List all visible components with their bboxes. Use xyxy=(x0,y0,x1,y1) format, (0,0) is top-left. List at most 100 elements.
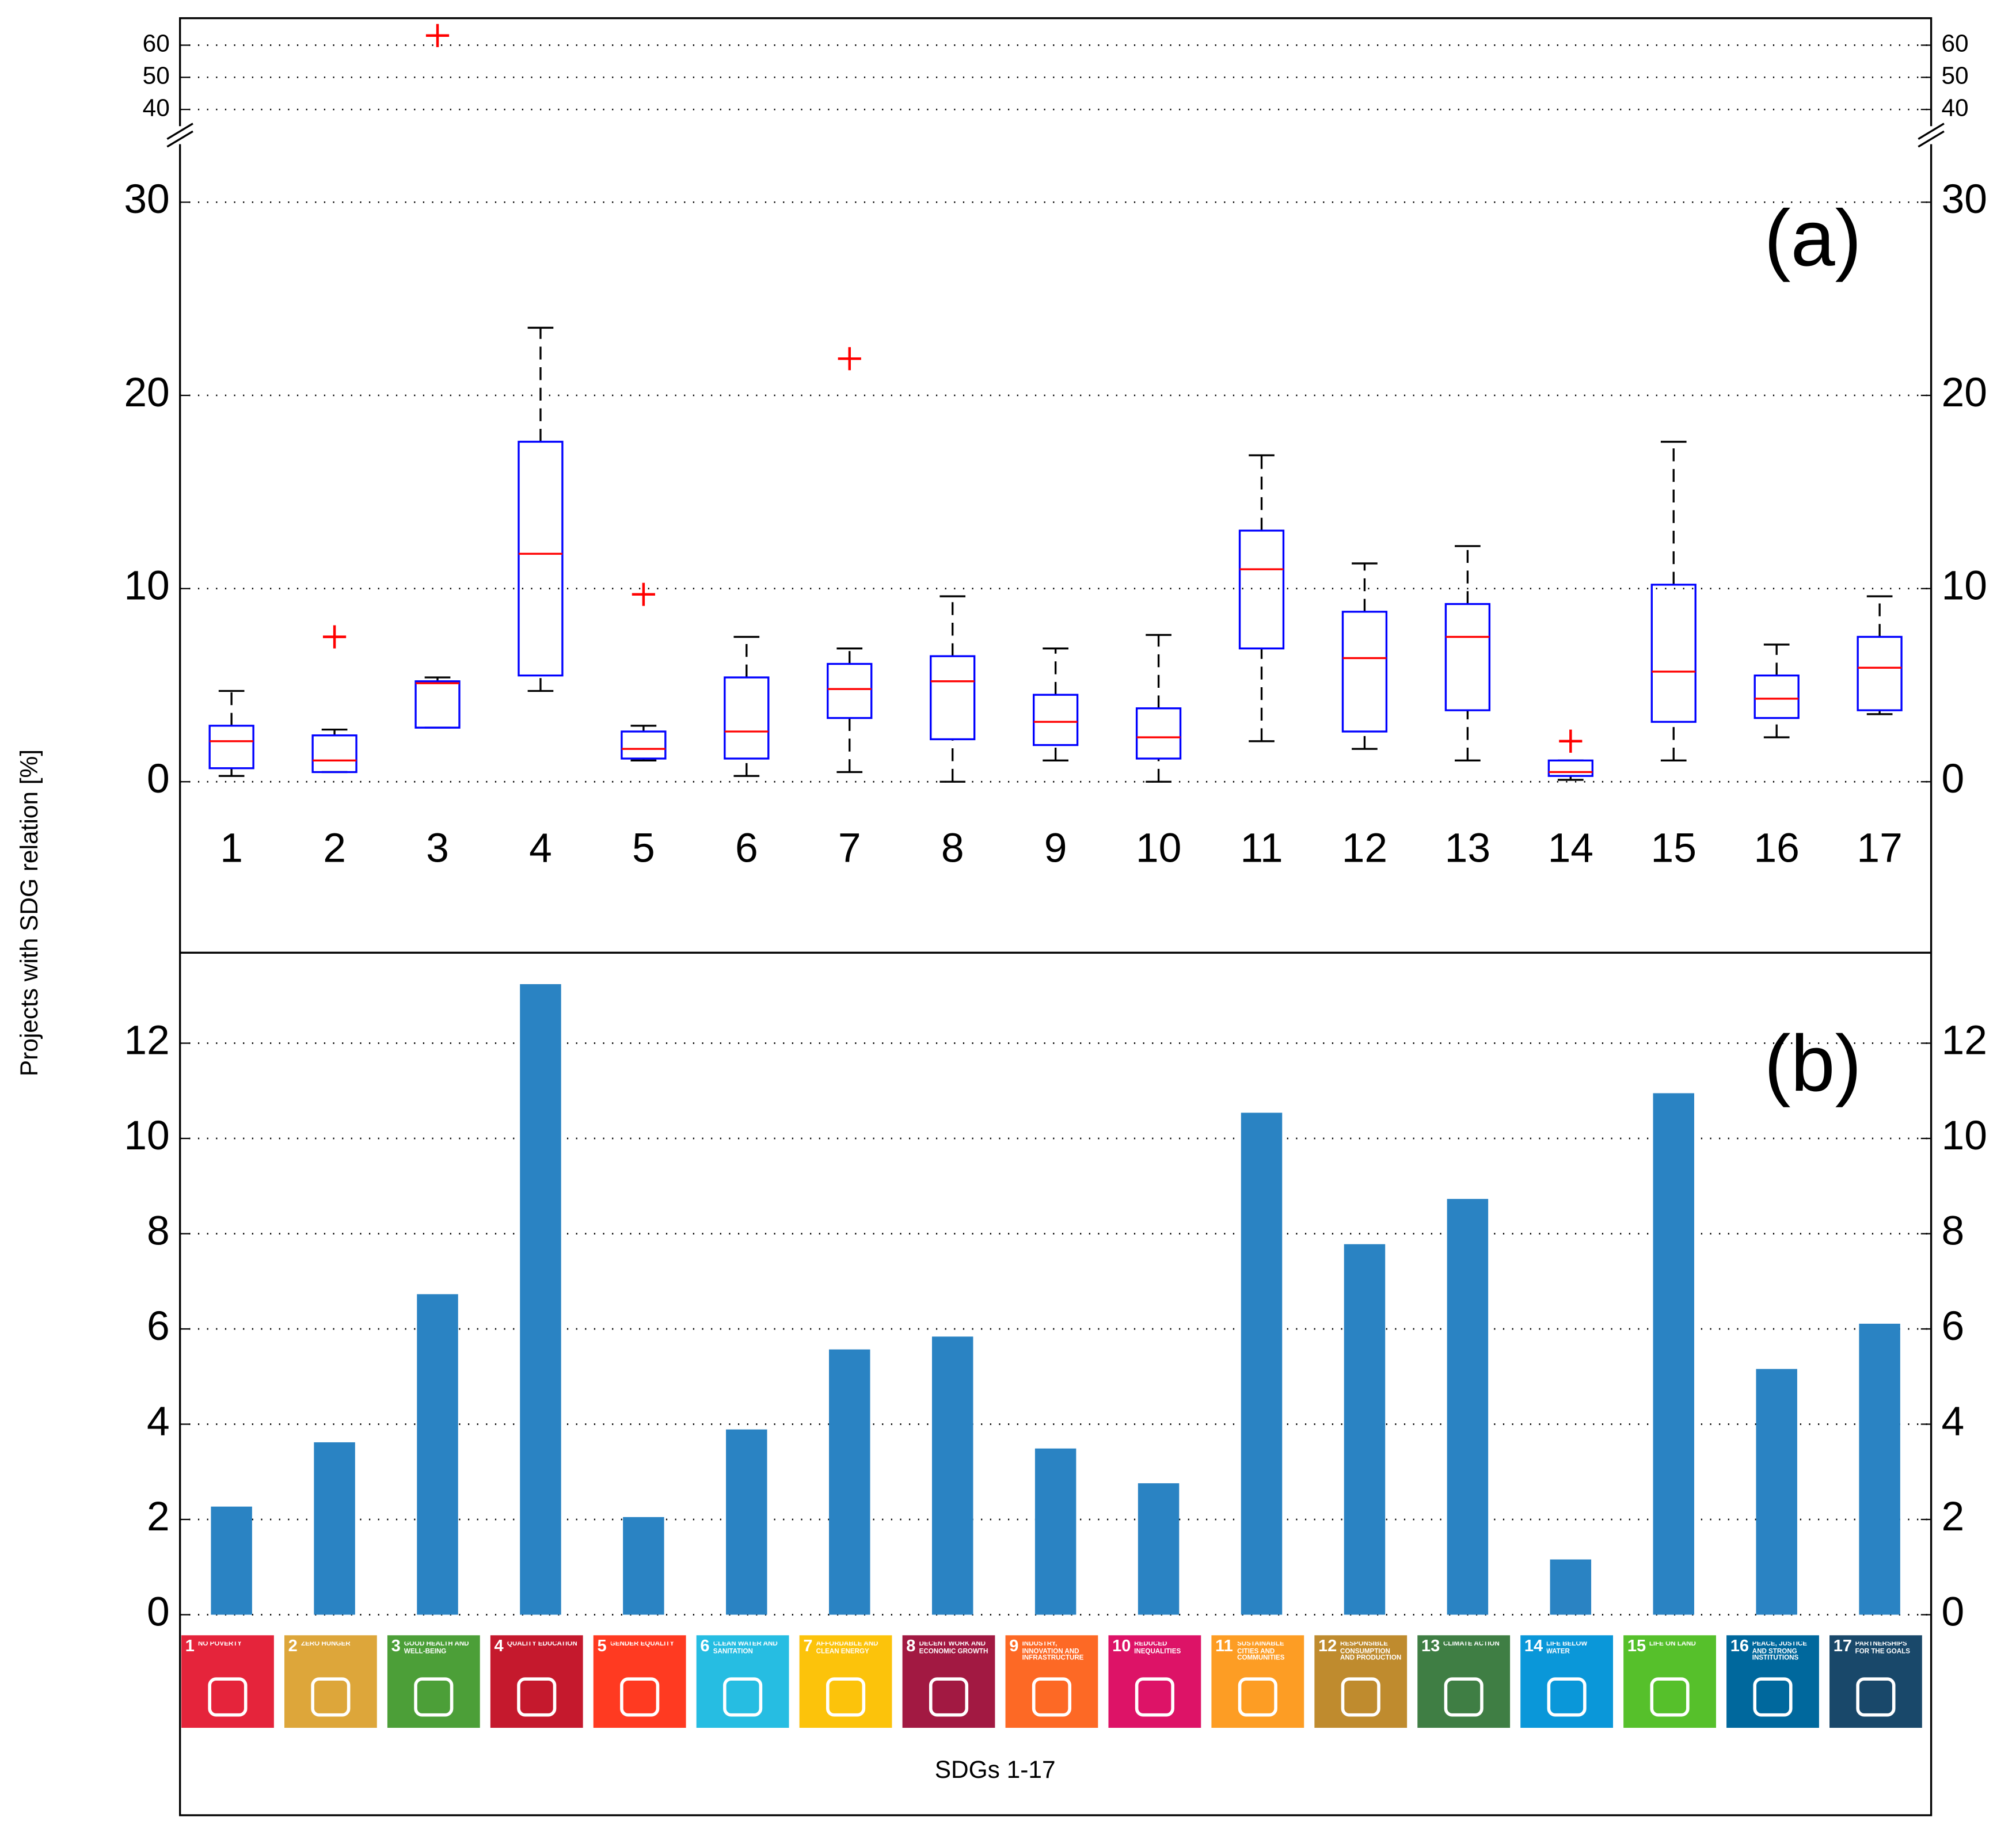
sdg-tile xyxy=(902,1635,995,1728)
box xyxy=(1753,674,1800,719)
x-tick-label: 5 xyxy=(632,825,655,871)
sdg-label-box: DECENT WORK AND ECONOMIC GROWTH xyxy=(919,1641,988,1656)
box xyxy=(724,676,770,760)
y-tick-label-right: 30 xyxy=(1941,176,1987,222)
sdg-label: QUALITY EDUCATION xyxy=(507,1641,577,1648)
panel-label: (b) xyxy=(1764,1019,1862,1108)
sdg-label-box: RESPONSIBLE CONSUMPTION AND PRODUCTION xyxy=(1340,1641,1401,1662)
sdg-label-box: CLIMATE ACTION xyxy=(1443,1641,1500,1648)
sdg-number: 12 xyxy=(1318,1637,1337,1655)
box xyxy=(1547,759,1593,777)
outlier xyxy=(322,625,347,649)
sdg-number: 10 xyxy=(1112,1637,1131,1655)
sdg-tile xyxy=(1417,1635,1511,1728)
y-tick-label: 20 xyxy=(124,370,169,416)
box xyxy=(1032,694,1079,746)
y-axis-label: Projects with SDG relation [%] xyxy=(16,749,43,1076)
sdg-number: 4 xyxy=(495,1637,504,1655)
sdg-pictogram xyxy=(826,1677,866,1717)
sdg-label-box: AFFORDABLE AND CLEAN ENERGY xyxy=(816,1641,878,1655)
sdg-label-box: PARTNERSHIPS FOR THE GOALS xyxy=(1855,1641,1910,1656)
sdg-label: LIFE ON LAND xyxy=(1649,1641,1696,1648)
sdg-label-box: GENDER EQUALITY xyxy=(610,1641,675,1648)
sdg-label: CLIMATE ACTION xyxy=(1443,1641,1500,1648)
axis-break xyxy=(166,123,193,148)
y-tick-label-right: 12 xyxy=(1941,1017,1987,1063)
sdg-tile xyxy=(1108,1635,1201,1728)
sdg-label: GENDER EQUALITY xyxy=(610,1641,675,1648)
y-tick-label-right: 0 xyxy=(1941,756,1964,802)
box xyxy=(311,734,357,774)
sdg-number: 3 xyxy=(391,1637,401,1655)
y-tick-label: 10 xyxy=(124,1113,169,1159)
box xyxy=(930,655,976,741)
bar xyxy=(520,984,561,1615)
y-tick-label-right: 50 xyxy=(1941,62,1968,89)
frame xyxy=(179,17,1933,1816)
sdg-number: 15 xyxy=(1627,1637,1646,1655)
sdg-pictogram xyxy=(1032,1677,1071,1717)
box xyxy=(1135,707,1182,760)
box xyxy=(621,730,667,760)
y-tick-label-right: 8 xyxy=(1941,1208,1964,1254)
sdg-pictogram xyxy=(414,1677,454,1717)
sdg-number: 16 xyxy=(1730,1637,1749,1655)
axis-break xyxy=(1918,123,1945,148)
outlier xyxy=(632,582,655,606)
bar xyxy=(829,1349,870,1615)
sdg-tile xyxy=(1520,1635,1614,1728)
sdg-tile xyxy=(593,1635,686,1728)
sdg-pictogram xyxy=(620,1677,660,1717)
sdg-label-box: REDUCED INEQUALITIES xyxy=(1134,1641,1181,1655)
sdg-tile xyxy=(1211,1635,1304,1728)
bar xyxy=(1138,1483,1180,1615)
y-tick-label-right: 4 xyxy=(1941,1398,1964,1444)
sdg-tile xyxy=(490,1635,583,1728)
x-axis-label: SDGs 1-17 xyxy=(935,1756,1056,1783)
sdg-pictogram xyxy=(1238,1677,1277,1717)
y-tick-label: 2 xyxy=(147,1494,170,1540)
x-tick-label: 8 xyxy=(941,825,964,871)
y-tick-label-right: 60 xyxy=(1941,30,1968,57)
y-tick-label-right: 6 xyxy=(1941,1303,1964,1349)
sdg-pictogram xyxy=(1753,1677,1793,1717)
sdg-tile xyxy=(1005,1635,1098,1728)
x-tick-label: 1 xyxy=(220,825,243,871)
sdg-number: 17 xyxy=(1834,1637,1852,1655)
bar xyxy=(314,1442,355,1615)
x-tick-label: 11 xyxy=(1240,825,1283,871)
x-tick-label: 2 xyxy=(323,825,346,871)
bar xyxy=(1034,1448,1077,1615)
bar xyxy=(1241,1113,1283,1615)
sdg-pictogram xyxy=(1856,1677,1896,1717)
sdg-number: 11 xyxy=(1215,1637,1233,1655)
x-tick-label: 4 xyxy=(529,825,552,871)
outlier xyxy=(425,24,450,47)
bar xyxy=(1653,1093,1694,1615)
bar xyxy=(726,1429,767,1615)
y-tick-label: 60 xyxy=(143,30,170,57)
sdg-number: 14 xyxy=(1524,1637,1543,1655)
sdg-pictogram xyxy=(1547,1677,1587,1717)
sdg-label: PARTNERSHIPS FOR THE GOALS xyxy=(1855,1641,1910,1656)
bar xyxy=(1447,1199,1489,1615)
bar xyxy=(1344,1244,1386,1615)
sdg-pictogram xyxy=(1135,1677,1174,1717)
sdg-label-box: LIFE BELOW WATER xyxy=(1546,1641,1587,1655)
bar xyxy=(623,1517,664,1615)
sdg-tile xyxy=(696,1635,789,1728)
sdg-pictogram xyxy=(517,1677,557,1717)
sdg-tile xyxy=(1314,1635,1408,1728)
sdg-tile xyxy=(799,1635,892,1728)
x-tick-label: 13 xyxy=(1445,825,1490,871)
sdg-label: CLEAN WATER AND SANITATION xyxy=(713,1641,778,1656)
y-tick-label-right: 2 xyxy=(1941,1494,1964,1540)
bar xyxy=(1859,1323,1900,1615)
y-tick-label-right: 0 xyxy=(1941,1589,1964,1635)
box xyxy=(1857,635,1903,711)
sdg-label-box: LIFE ON LAND xyxy=(1649,1641,1696,1648)
sdg-label: DECENT WORK AND ECONOMIC GROWTH xyxy=(919,1641,988,1656)
outlier xyxy=(838,347,861,371)
sdg-label-box: QUALITY EDUCATION xyxy=(507,1641,577,1648)
